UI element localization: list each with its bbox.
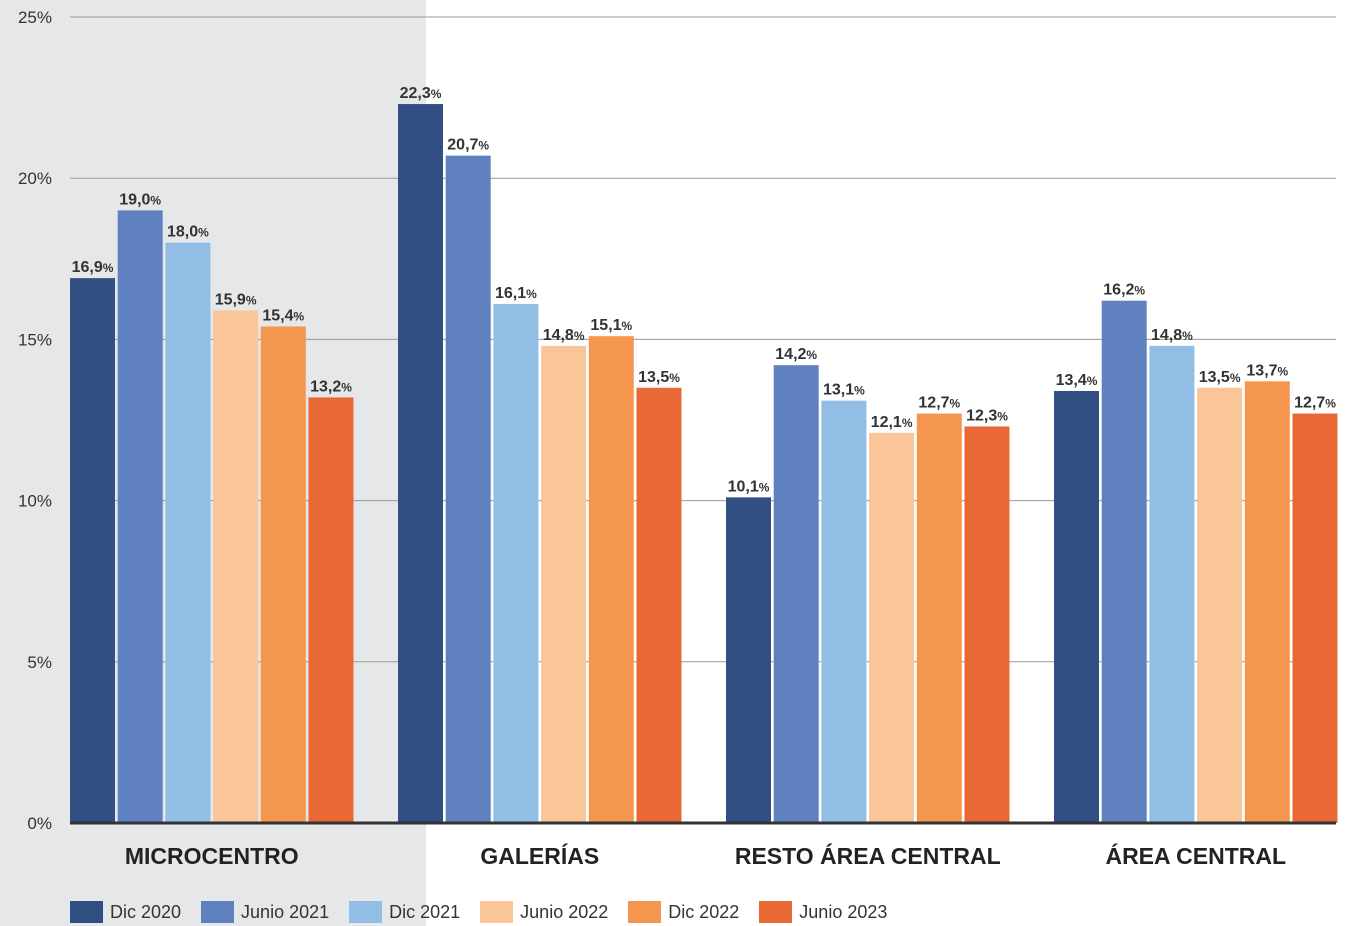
legend-swatch xyxy=(70,901,103,923)
bar xyxy=(117,210,163,823)
legend-label: Junio 2022 xyxy=(520,901,609,922)
data-label: 15,1% xyxy=(590,317,632,334)
data-label: 12,7% xyxy=(918,395,960,412)
category-label: GALERÍAS xyxy=(480,842,599,869)
legend-label: Dic 2020 xyxy=(110,901,182,922)
data-label: 13,4% xyxy=(1056,372,1098,389)
data-label: 22,3% xyxy=(400,85,442,102)
legend-item: Dic 2020 xyxy=(70,901,181,923)
data-label: 16,1% xyxy=(495,285,537,302)
bar xyxy=(726,497,771,823)
legend: Dic 2020 Junio 2021 Dic 2021 Junio 2022 Dic … xyxy=(70,901,907,923)
y-tick-label: 25% xyxy=(18,8,52,27)
legend-item: Dic 2022 xyxy=(628,901,739,923)
legend-swatch xyxy=(480,901,514,923)
y-tick-label: 5% xyxy=(27,653,52,672)
legend-swatch xyxy=(349,901,383,923)
data-label: 16,9% xyxy=(72,259,114,276)
bar xyxy=(588,336,634,823)
bar xyxy=(260,326,306,823)
data-label: 10,1% xyxy=(728,478,770,495)
legend-swatch xyxy=(759,901,793,923)
bar xyxy=(398,104,443,824)
data-label: 13,5% xyxy=(638,369,680,386)
bar xyxy=(1101,300,1147,823)
data-label: 19,0% xyxy=(119,191,161,208)
legend-item: Dic 2021 xyxy=(349,901,460,923)
data-label: 13,5% xyxy=(1199,369,1241,386)
bar xyxy=(869,432,915,823)
bar xyxy=(1292,413,1338,823)
category-label: RESTO ÁREA CENTRAL xyxy=(735,842,1001,869)
legend-label: Junio 2023 xyxy=(799,901,888,922)
y-tick-label: 0% xyxy=(27,814,52,833)
category-label: ÁREA CENTRAL xyxy=(1105,842,1286,869)
y-tick-label: 20% xyxy=(18,169,52,188)
legend-item: Junio 2022 xyxy=(480,901,608,923)
bar xyxy=(964,426,1010,823)
bar xyxy=(821,400,867,823)
bar xyxy=(165,242,211,823)
data-label: 12,7% xyxy=(1294,395,1336,412)
legend-label: Dic 2021 xyxy=(389,901,461,922)
bar xyxy=(773,365,819,823)
data-label: 15,9% xyxy=(215,291,257,308)
bar xyxy=(1054,390,1099,823)
bar xyxy=(916,413,962,823)
bar xyxy=(308,397,354,823)
legend-swatch xyxy=(628,901,662,923)
data-label: 13,1% xyxy=(823,382,865,399)
bar xyxy=(1197,387,1243,823)
y-tick-label: 15% xyxy=(18,330,52,349)
data-label: 13,2% xyxy=(310,378,352,395)
legend-label: Junio 2021 xyxy=(241,901,330,922)
bar xyxy=(70,278,115,823)
data-label: 12,1% xyxy=(871,414,913,431)
bar xyxy=(1149,345,1195,823)
bar xyxy=(636,387,682,823)
legend-item: Junio 2021 xyxy=(201,901,329,923)
data-label: 12,3% xyxy=(966,407,1008,424)
bar xyxy=(541,345,587,823)
bar xyxy=(1244,381,1290,823)
data-label: 18,0% xyxy=(167,224,209,241)
highlight-band xyxy=(0,0,426,926)
data-label: 20,7% xyxy=(447,137,489,154)
legend-item: Junio 2023 xyxy=(759,901,887,923)
data-label: 13,7% xyxy=(1246,362,1288,379)
data-label: 14,8% xyxy=(1151,327,1193,344)
bar xyxy=(493,303,539,823)
data-label: 14,2% xyxy=(775,346,817,363)
data-label: 15,4% xyxy=(262,308,304,325)
category-label: MICROCENTRO xyxy=(125,843,299,869)
legend-swatch xyxy=(201,901,235,923)
legend-label: Dic 2022 xyxy=(668,901,740,922)
y-tick-label: 10% xyxy=(18,492,52,511)
data-label: 14,8% xyxy=(543,327,585,344)
bar xyxy=(213,310,259,823)
bar xyxy=(445,155,491,823)
data-label: 16,2% xyxy=(1103,282,1145,299)
